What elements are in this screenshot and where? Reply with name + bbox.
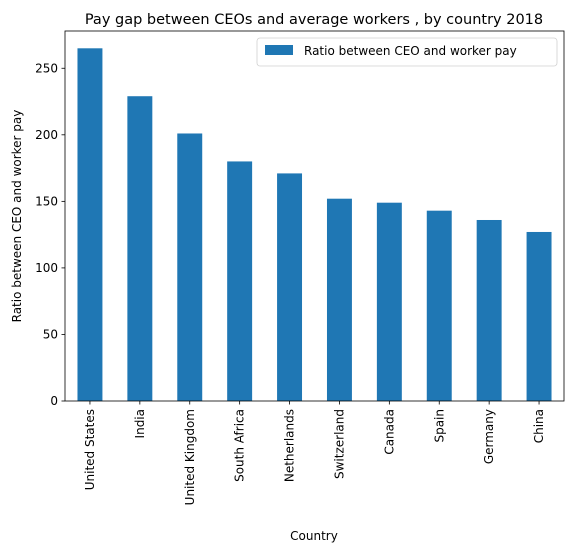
x-tick-label: South Africa [233,409,247,482]
x-tick-label: Switzerland [332,409,346,479]
bar-south-africa [227,161,253,401]
bar-canada [376,202,402,401]
chart-title: Pay gap between CEOs and average workers… [85,12,543,28]
y-tick-label: 100 [35,261,58,275]
y-tick-label: 200 [35,128,58,142]
x-tick-label: Canada [382,409,396,455]
bar-spain [426,210,452,401]
bar-switzerland [326,198,352,401]
legend-entry: Ratio between CEO and worker pay [304,44,517,58]
bar-india [127,96,153,402]
x-tick-label: United States [83,409,97,490]
x-tick-label: China [532,409,546,443]
x-axis-label: Country [290,529,338,543]
bars-group [77,48,552,402]
y-axis-label: Ratio between CEO and worker pay [10,110,24,323]
plot-frame [64,30,565,402]
legend-frame [256,37,558,67]
bar-united-kingdom [177,133,203,402]
bar-netherlands [277,173,303,401]
x-tick-label: Spain [432,409,446,443]
bar-germany [476,219,502,401]
legend-swatch [265,45,293,55]
y-axis: 0 50 100 150 200 250 [35,61,65,408]
legend: Ratio between CEO and worker pay [256,37,558,67]
x-tick-label: Netherlands [283,409,297,482]
y-tick-label: 150 [35,194,58,208]
bar-china [526,231,552,401]
bar-united-states [77,48,103,402]
plot-area [64,30,565,402]
x-tick-label: Germany [482,409,496,464]
y-tick-label: 50 [43,327,58,341]
x-tick-label: India [133,409,147,438]
y-tick-label: 250 [35,61,58,75]
y-tick-label: 0 [50,394,58,408]
x-axis: United States India United Kingdom South Af… [83,401,546,505]
x-tick-label: United Kingdom [183,409,197,505]
